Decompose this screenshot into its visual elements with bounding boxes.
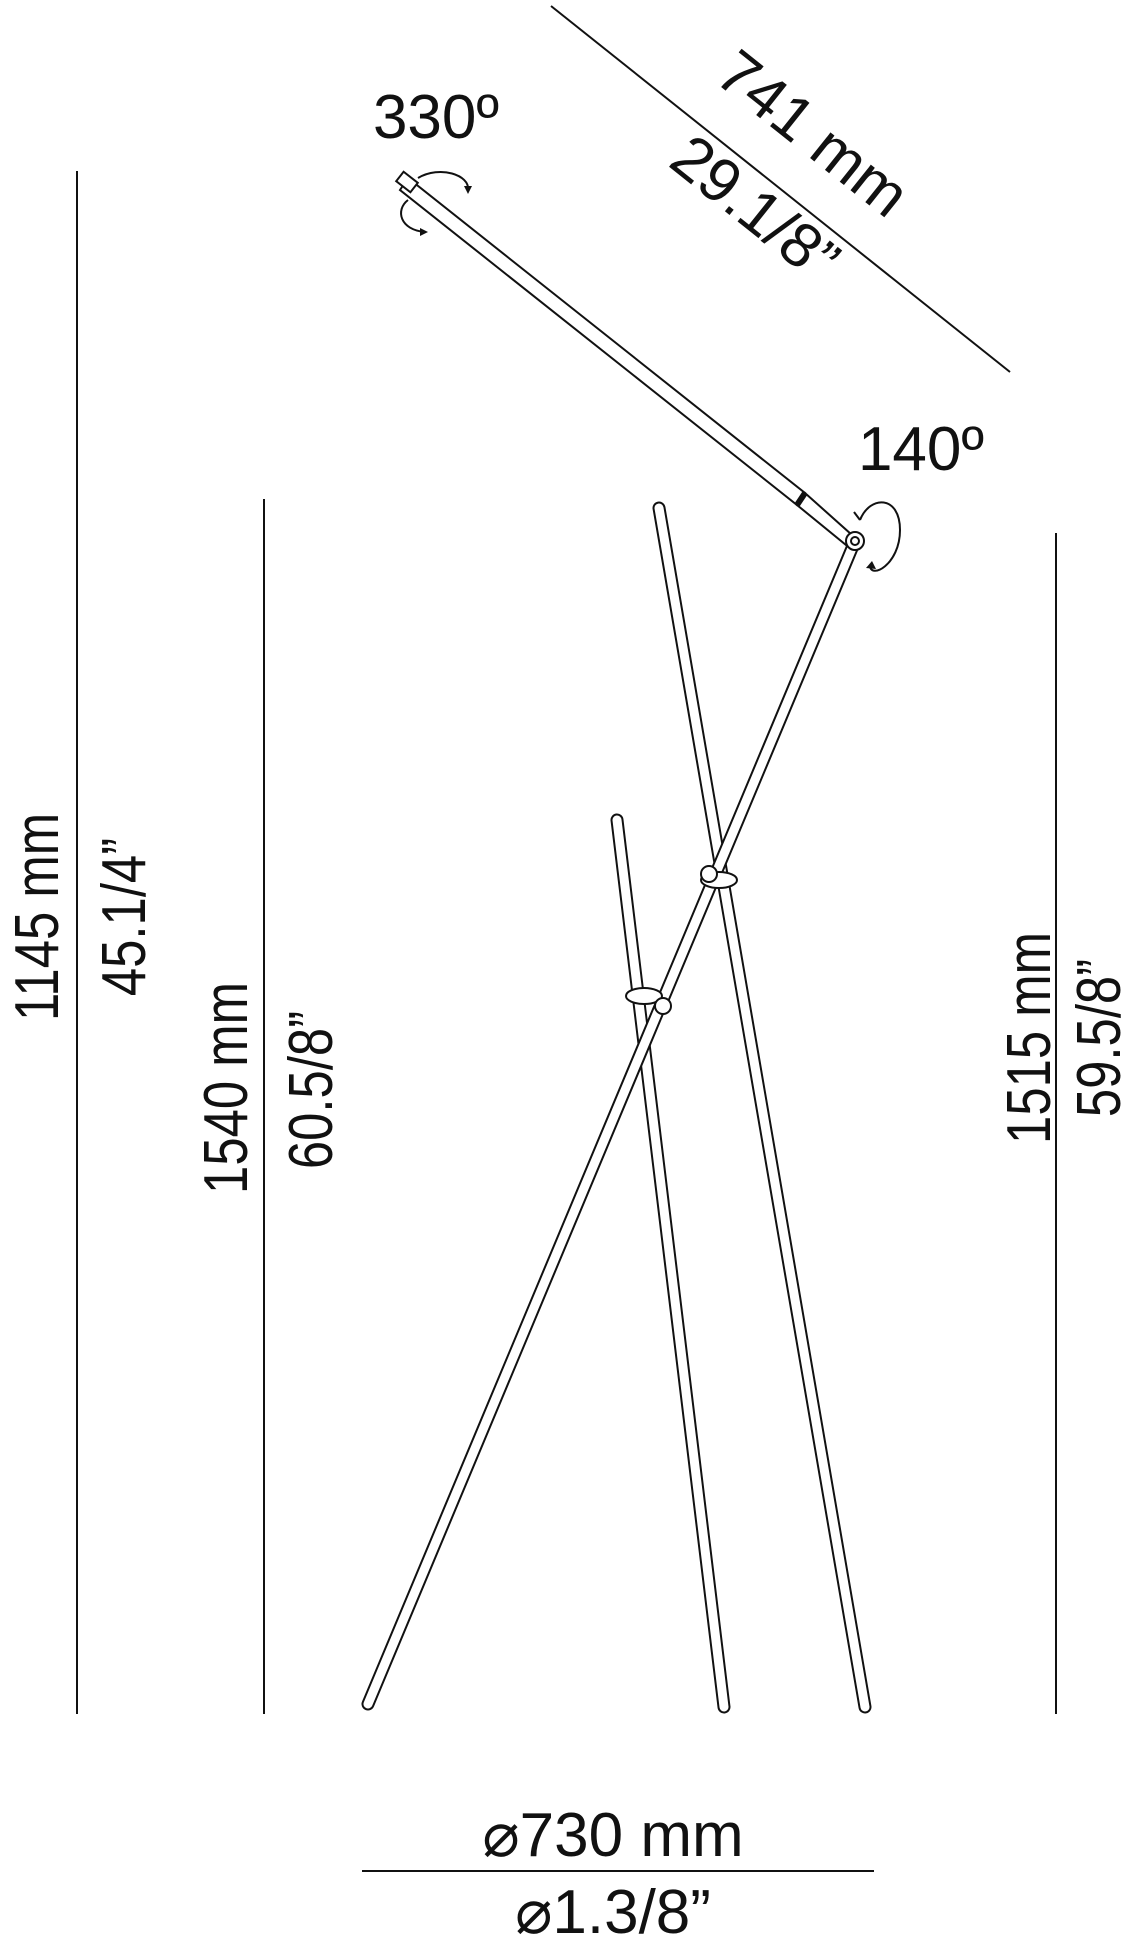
base-diameter-mm-label: ⌀730 mm bbox=[482, 1801, 743, 1870]
height-left-mm-label: 1145 mm bbox=[3, 813, 72, 1021]
base-diameter-in-label: ⌀1.3/8” bbox=[515, 1878, 711, 1938]
height-left-in-label: 45.1/4” bbox=[90, 838, 159, 996]
joint-icon bbox=[845, 531, 865, 551]
rotation-arrow-joint-icon bbox=[853, 501, 902, 572]
height-mid-in-label: 60.5/8” bbox=[277, 1011, 346, 1169]
height-right-in-label: 59.5/8” bbox=[1065, 959, 1130, 1117]
leg-middle bbox=[612, 815, 729, 1712]
head-rotation-label: 330º bbox=[373, 83, 499, 152]
height-right-mm-label: 1515 mm bbox=[995, 932, 1064, 1144]
leg-main bbox=[363, 536, 860, 1709]
joint-rotation-label: 140º bbox=[858, 415, 984, 484]
lamp-arm bbox=[394, 170, 854, 547]
leg-right bbox=[654, 503, 870, 1712]
clamp-lower bbox=[625, 987, 672, 1015]
clamp-upper bbox=[700, 865, 738, 889]
height-mid-mm-label: 1540 mm bbox=[192, 982, 261, 1194]
arm-length-dimension-line bbox=[550, 5, 1011, 373]
rotation-arrow-head-icon bbox=[400, 171, 472, 236]
